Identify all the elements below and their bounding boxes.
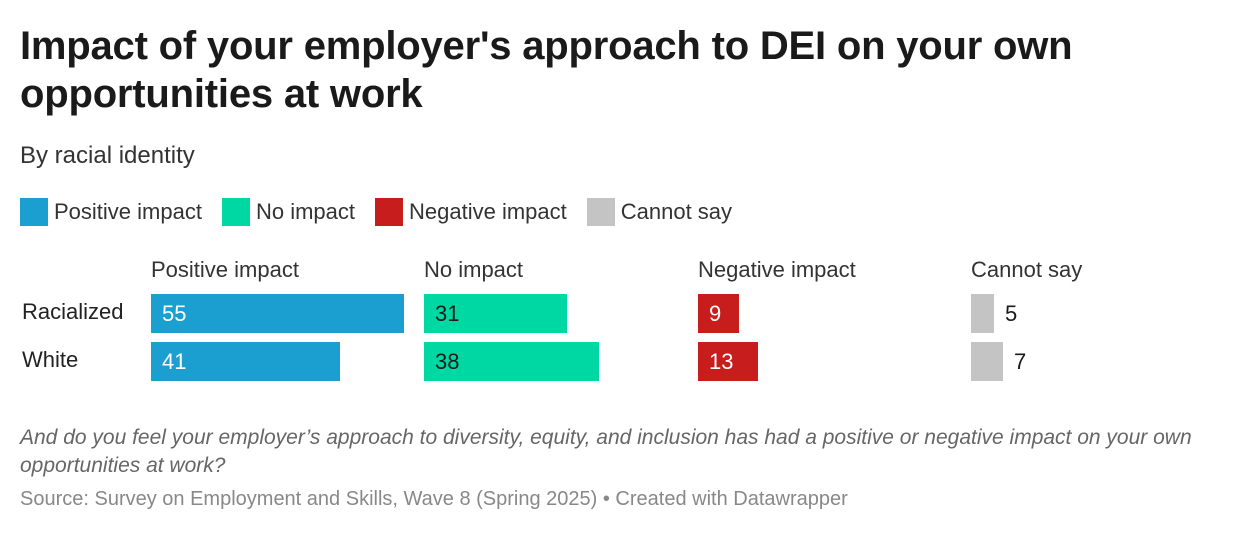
legend-item-positive-impact: Positive impact xyxy=(20,198,202,226)
bar-cannot-say-racialized xyxy=(971,294,994,333)
legend-swatch xyxy=(20,198,48,226)
bar-negative-impact-white xyxy=(698,342,758,381)
column-header-negative-impact: Negative impact xyxy=(698,257,856,282)
data-label: 5 xyxy=(1005,301,1018,326)
legend: Positive impact No impact Negative impact C… xyxy=(20,198,752,226)
chart-title: Impact of your employer's approach to DE… xyxy=(20,24,1073,116)
bar-negative-impact-racialized xyxy=(698,294,739,333)
legend-swatch xyxy=(375,198,403,226)
bar-no-impact-white xyxy=(424,342,599,381)
legend-label: No impact xyxy=(255,199,355,224)
legend-label: Negative impact xyxy=(409,199,567,224)
bar-positive-impact-racialized xyxy=(151,294,404,333)
column-header-cannot-say: Cannot say xyxy=(971,257,1083,282)
column-header-no-impact: No impact xyxy=(424,257,524,282)
chart-subtitle: By racial identity xyxy=(20,142,195,169)
row-label-racialized: Racialized xyxy=(22,299,124,324)
legend-label: Positive impact xyxy=(54,199,202,224)
legend-item-negative-impact: Negative impact xyxy=(375,198,567,226)
column-header-positive-impact: Positive impact xyxy=(151,257,299,282)
legend-item-no-impact: No impact xyxy=(221,198,355,226)
bar-cannot-say-white xyxy=(971,342,1003,381)
legend-swatch xyxy=(586,198,615,226)
legend-swatch xyxy=(221,198,250,226)
data-label: 13 xyxy=(709,349,734,374)
data-label: 7 xyxy=(1014,349,1027,374)
question-note: And do you feel your employer’s approach… xyxy=(20,426,1192,477)
data-label: 31 xyxy=(435,301,460,326)
data-label: 41 xyxy=(162,349,187,374)
bar-no-impact-racialized xyxy=(424,294,567,333)
data-label: 9 xyxy=(709,301,722,326)
data-label: 38 xyxy=(435,349,460,374)
source-credit: Source: Survey on Employment and Skills,… xyxy=(20,488,848,510)
legend-item-cannot-say: Cannot say xyxy=(586,198,733,226)
legend-label: Cannot say xyxy=(620,199,733,224)
data-label: 55 xyxy=(162,301,187,326)
row-label-white: White xyxy=(22,347,79,372)
bar-positive-impact-white xyxy=(151,342,340,381)
